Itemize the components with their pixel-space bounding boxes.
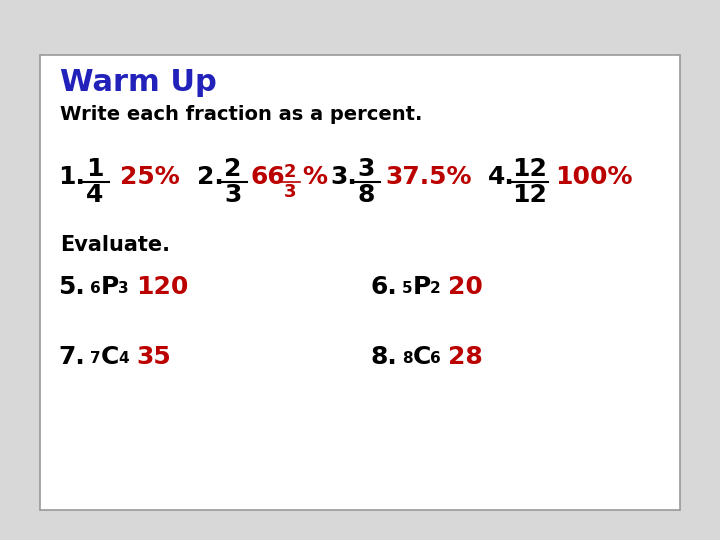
Text: 4: 4 xyxy=(118,351,129,366)
Text: 2: 2 xyxy=(284,163,296,181)
Text: 5.: 5. xyxy=(58,275,85,299)
Text: C: C xyxy=(413,345,431,369)
Text: Evaluate.: Evaluate. xyxy=(60,235,170,255)
Text: 100%: 100% xyxy=(555,165,632,189)
Text: 66: 66 xyxy=(251,165,285,189)
Text: 37.5%: 37.5% xyxy=(385,165,472,189)
Text: 120: 120 xyxy=(136,275,189,299)
Text: 4.: 4. xyxy=(488,165,515,189)
Text: 6.: 6. xyxy=(370,275,397,299)
Text: 3: 3 xyxy=(357,157,374,181)
Text: 1.: 1. xyxy=(58,165,85,189)
Text: P: P xyxy=(101,275,120,299)
Text: 12: 12 xyxy=(513,157,547,181)
Text: 8.: 8. xyxy=(370,345,397,369)
Text: 2.: 2. xyxy=(197,165,224,189)
Text: C: C xyxy=(101,345,120,369)
Text: %: % xyxy=(302,165,327,189)
Text: 3.: 3. xyxy=(330,165,356,189)
Text: 2: 2 xyxy=(225,157,242,181)
Text: 8: 8 xyxy=(357,183,374,207)
Text: 8: 8 xyxy=(402,351,413,366)
Text: 12: 12 xyxy=(513,183,547,207)
Text: 6: 6 xyxy=(430,351,441,366)
Text: 35: 35 xyxy=(136,345,171,369)
Text: Write each fraction as a percent.: Write each fraction as a percent. xyxy=(60,105,423,124)
Text: 6: 6 xyxy=(90,281,101,296)
Text: Warm Up: Warm Up xyxy=(60,68,217,97)
Text: 20: 20 xyxy=(448,275,483,299)
Text: 25%: 25% xyxy=(120,165,180,189)
Text: P: P xyxy=(413,275,431,299)
Text: 2: 2 xyxy=(430,281,441,296)
Text: 1: 1 xyxy=(86,157,104,181)
Text: 28: 28 xyxy=(448,345,482,369)
Text: 7: 7 xyxy=(90,351,101,366)
Text: 4: 4 xyxy=(86,183,104,207)
Text: 5: 5 xyxy=(402,281,413,296)
Text: 3: 3 xyxy=(225,183,242,207)
Text: 7.: 7. xyxy=(58,345,85,369)
Bar xyxy=(40,55,680,510)
Text: 3: 3 xyxy=(118,281,129,296)
Text: 3: 3 xyxy=(284,183,296,201)
